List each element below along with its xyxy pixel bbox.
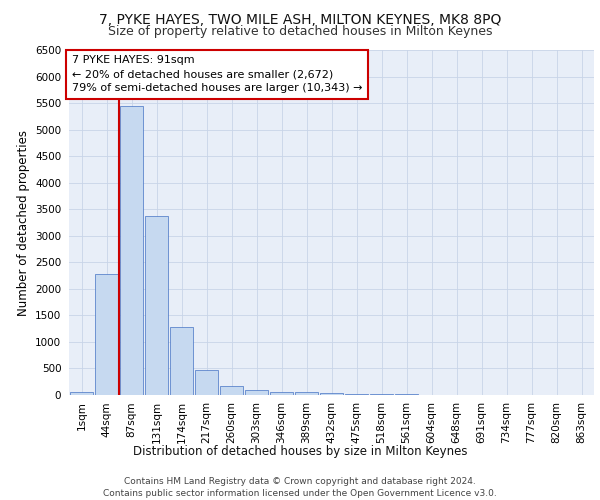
Bar: [395, 394, 418, 395]
Bar: [295, 392, 318, 395]
Bar: [345, 394, 368, 395]
Text: Distribution of detached houses by size in Milton Keynes: Distribution of detached houses by size …: [133, 444, 467, 458]
Bar: [320, 394, 343, 395]
Bar: [145, 216, 168, 395]
Text: 7, PYKE HAYES, TWO MILE ASH, MILTON KEYNES, MK8 8PQ: 7, PYKE HAYES, TWO MILE ASH, MILTON KEYN…: [99, 12, 501, 26]
Bar: [170, 326, 193, 395]
Bar: [270, 392, 293, 395]
Text: Contains HM Land Registry data © Crown copyright and database right 2024.
Contai: Contains HM Land Registry data © Crown c…: [103, 476, 497, 498]
Text: Size of property relative to detached houses in Milton Keynes: Size of property relative to detached ho…: [108, 25, 492, 38]
Bar: [220, 386, 243, 395]
Bar: [370, 394, 393, 395]
Bar: [245, 390, 268, 395]
Text: 7 PYKE HAYES: 91sqm
← 20% of detached houses are smaller (2,672)
79% of semi-det: 7 PYKE HAYES: 91sqm ← 20% of detached ho…: [71, 55, 362, 93]
Y-axis label: Number of detached properties: Number of detached properties: [17, 130, 29, 316]
Bar: [195, 370, 218, 395]
Bar: [70, 392, 93, 395]
Bar: [95, 274, 118, 395]
Bar: [120, 106, 143, 395]
